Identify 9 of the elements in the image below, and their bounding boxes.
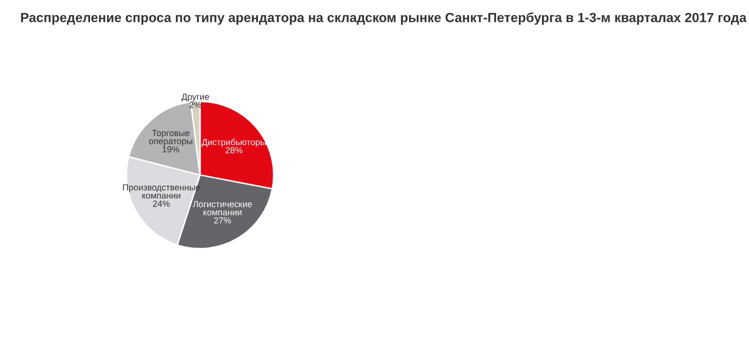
data-label: 19%	[162, 146, 180, 152]
data-label: 28%	[226, 147, 242, 154]
slice-label: Дистрибьюторы	[202, 138, 266, 147]
slice-label: Другие	[181, 94, 209, 102]
data-label: 27%	[214, 217, 231, 224]
data-label: 24%	[152, 200, 170, 207]
slice-label: Торговые операторы	[149, 130, 192, 146]
slice-label: Логистические компании	[192, 201, 252, 216]
text: Распределение спроса по типу арендатора на складском рынке Санкт-Петербурга в 1-3-м кварталах 2017 года	[21, 12, 747, 25]
